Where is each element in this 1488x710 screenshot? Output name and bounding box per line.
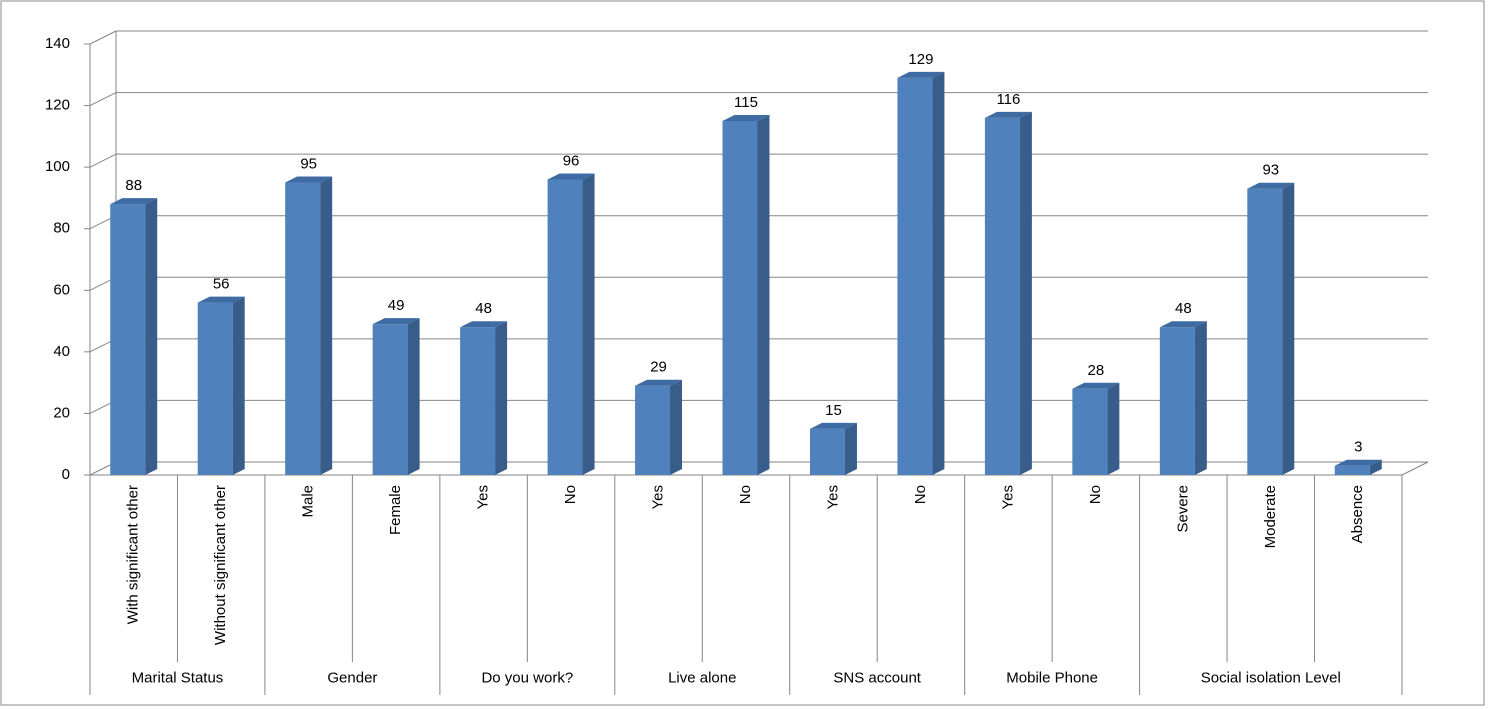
grid-line-side xyxy=(89,153,117,168)
group-label: Marital Status xyxy=(132,669,224,686)
grid-line-side xyxy=(89,92,117,107)
bar-side xyxy=(932,71,945,475)
x-tick-label: Male xyxy=(300,485,317,518)
bar xyxy=(1247,188,1283,475)
bar-side xyxy=(1107,382,1120,475)
x-tick-label: Yes xyxy=(475,485,492,509)
x-tick-label: With significant other xyxy=(125,485,142,624)
value-label: 115 xyxy=(734,94,758,111)
bar xyxy=(722,120,758,475)
bar-top xyxy=(1247,182,1295,189)
bar-side xyxy=(495,321,508,475)
x-tick-label: Absence xyxy=(1349,485,1366,543)
bar xyxy=(110,204,146,476)
bar-side xyxy=(1019,111,1032,475)
bar xyxy=(372,324,408,475)
value-label: 28 xyxy=(1088,362,1105,379)
bar-top xyxy=(1072,382,1120,389)
value-label: 88 xyxy=(125,177,142,194)
bar-side xyxy=(1282,182,1295,475)
y-tick-label: 100 xyxy=(45,158,70,175)
bar-side xyxy=(232,296,245,475)
y-tick-label: 140 xyxy=(45,35,70,52)
value-label: 93 xyxy=(1262,162,1279,179)
y-tick-label: 120 xyxy=(45,97,70,114)
bar xyxy=(285,182,321,476)
x-tick-label: Yes xyxy=(999,485,1016,509)
bar-top xyxy=(460,321,508,328)
group-label: Live alone xyxy=(668,669,736,686)
bar-side xyxy=(844,422,857,475)
bar-top xyxy=(110,198,158,205)
bar-top xyxy=(197,296,245,303)
bar-top xyxy=(1159,321,1207,328)
bar-side xyxy=(757,114,770,475)
bar xyxy=(1072,388,1108,475)
bar xyxy=(547,179,583,475)
x-tick-label: Yes xyxy=(824,485,841,509)
bar xyxy=(1159,327,1195,475)
bar-side xyxy=(1194,321,1207,475)
x-tick-label: No xyxy=(562,485,579,504)
bar xyxy=(635,385,671,475)
group-label: SNS account xyxy=(833,669,921,686)
y-tick-label: 40 xyxy=(53,343,70,360)
floor-edge xyxy=(1401,461,1429,476)
x-tick-label: Severe xyxy=(1174,485,1191,533)
value-label: 129 xyxy=(908,51,933,68)
bar-side xyxy=(582,173,595,475)
x-tick-label: Without significant other xyxy=(212,485,229,645)
y-tick-label: 0 xyxy=(62,466,70,483)
x-tick-label: Female xyxy=(387,485,404,535)
bar xyxy=(197,302,233,475)
bar xyxy=(897,77,933,475)
bar-top xyxy=(897,71,945,78)
bar-top xyxy=(722,114,770,121)
group-label: Gender xyxy=(327,669,377,686)
bar-side xyxy=(320,176,333,476)
bar-top xyxy=(372,318,420,325)
value-label: 15 xyxy=(825,402,842,419)
group-label: Mobile Phone xyxy=(1006,669,1098,686)
group-label: Do you work? xyxy=(481,669,573,686)
y-tick-label: 60 xyxy=(53,281,70,298)
bar-side xyxy=(670,379,683,475)
bar-side xyxy=(407,318,420,475)
y-tick-label: 20 xyxy=(53,404,70,421)
x-tick-label: Moderate xyxy=(1262,485,1279,548)
value-label: 48 xyxy=(1175,300,1192,317)
value-label: 116 xyxy=(996,91,1020,108)
bar xyxy=(1334,465,1370,475)
x-tick-label: No xyxy=(912,485,929,504)
group-label: Social isolation Level xyxy=(1201,669,1341,686)
value-label: 56 xyxy=(213,276,230,293)
bar-top xyxy=(1334,459,1382,466)
bar xyxy=(809,428,845,475)
value-label: 95 xyxy=(300,156,317,173)
value-label: 3 xyxy=(1354,439,1362,456)
bar-top xyxy=(547,173,595,180)
bar-side xyxy=(1369,459,1382,475)
bar-side xyxy=(145,198,158,476)
value-label: 96 xyxy=(563,152,580,169)
value-label: 48 xyxy=(475,300,492,317)
bar-top xyxy=(984,111,1032,118)
value-label: 49 xyxy=(388,297,405,314)
x-tick-label: No xyxy=(1087,485,1104,504)
grid-line-side xyxy=(89,30,117,45)
bar xyxy=(460,327,496,475)
bar-top xyxy=(285,176,333,183)
bar-top xyxy=(635,379,683,386)
bar xyxy=(984,117,1020,475)
value-label: 29 xyxy=(650,359,667,376)
x-tick-label: No xyxy=(737,485,754,504)
bar-top xyxy=(809,422,857,429)
y-tick-label: 80 xyxy=(53,220,70,237)
x-tick-label: Yes xyxy=(650,485,667,509)
